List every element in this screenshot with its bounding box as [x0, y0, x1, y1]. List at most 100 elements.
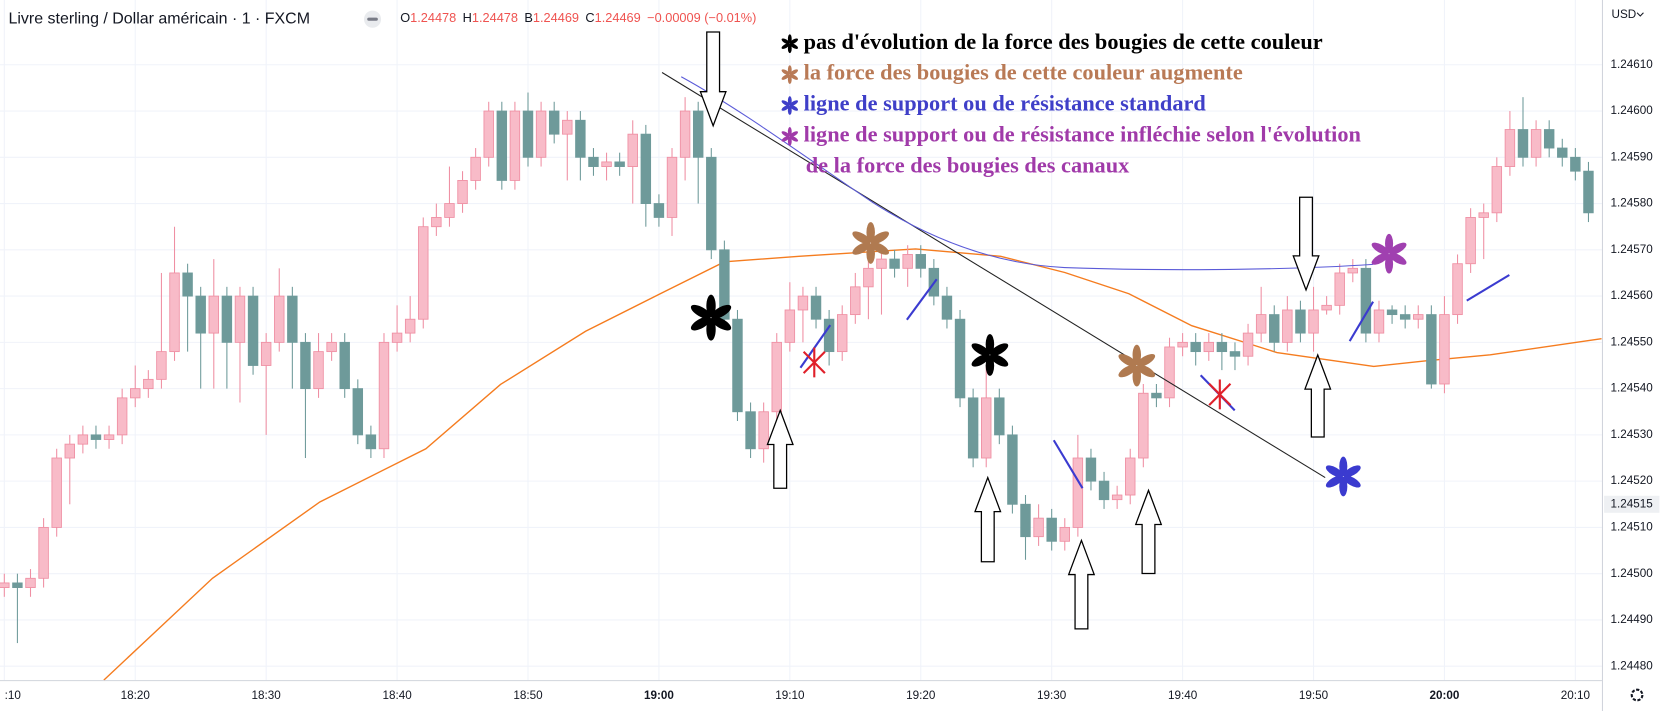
- candle-body: [1007, 434, 1018, 505]
- candle-body: [640, 133, 652, 204]
- candle-body: [1242, 332, 1254, 357]
- candle-body: [1517, 129, 1529, 158]
- candle-body: [1085, 457, 1097, 482]
- candle-body: [1347, 267, 1359, 274]
- candle-body: [1111, 494, 1123, 501]
- candle-body: [260, 341, 272, 366]
- legend-text: ligne de support ou de résistance infléc…: [804, 122, 1362, 147]
- arrow: [1292, 196, 1320, 292]
- y-tick-label: 1.24590: [1610, 150, 1653, 163]
- ohlc-key: H: [463, 11, 472, 26]
- candle-body: [1386, 309, 1398, 316]
- currency-caret: [1636, 12, 1644, 17]
- last-price-label: 1.24515: [1610, 497, 1653, 510]
- candle-body: [1125, 457, 1136, 496]
- legend-text: pas d'évolution de la force des bougies …: [804, 29, 1323, 54]
- candle-body: [1373, 309, 1385, 334]
- grid: [0, 0, 1602, 681]
- candle-body: [444, 203, 455, 218]
- candle-body: [627, 133, 638, 167]
- candle-body: [1020, 503, 1031, 538]
- candle-body: [850, 286, 861, 316]
- candle-body: [221, 295, 233, 343]
- candle-body: [274, 295, 285, 343]
- candle-body: [313, 351, 324, 390]
- candle-body: [1504, 129, 1516, 167]
- candle-body: [823, 318, 835, 353]
- candle-body: [1229, 351, 1241, 357]
- y-tick-label: 1.24520: [1610, 474, 1653, 487]
- x-tick-label: 19:30: [1037, 689, 1067, 702]
- candle-body: [967, 397, 979, 459]
- x-tick-label: 19:20: [906, 689, 936, 702]
- x-tick-label: 19:00: [644, 689, 674, 702]
- candle-body: [902, 254, 913, 269]
- candle-body: [745, 411, 756, 450]
- y-tick-label: 1.24510: [1610, 521, 1653, 534]
- candle-body: [1557, 147, 1568, 158]
- candle-body: [1570, 156, 1581, 172]
- ohlc-key: B: [524, 11, 533, 26]
- arrows: [699, 31, 1332, 630]
- candle-body: [771, 341, 782, 413]
- candle-body: [1098, 480, 1110, 501]
- candle-body: [1360, 267, 1372, 334]
- candle-body: [1216, 341, 1228, 353]
- candle-body: [1413, 314, 1424, 320]
- ohlc-value: 1.24478: [410, 11, 456, 26]
- red-crosses: [802, 347, 1232, 410]
- candle-body: [12, 582, 23, 588]
- x-tick-label: 18:30: [252, 689, 282, 702]
- candle-body: [1269, 314, 1280, 343]
- candle-body: [1203, 341, 1215, 353]
- candle-body: [994, 397, 1005, 436]
- candle-body: [431, 217, 442, 228]
- y-tick-label: 1.24570: [1610, 243, 1653, 256]
- candle-body: [182, 272, 193, 297]
- candle-body: [575, 119, 586, 158]
- candle-body: [562, 119, 573, 135]
- candle-body: [195, 295, 206, 334]
- candle-body: [130, 388, 141, 399]
- candle-body: [1530, 129, 1542, 158]
- moving-average: [103, 248, 1602, 681]
- settings-icon[interactable]: [1630, 688, 1644, 702]
- candle-body: [1295, 309, 1306, 334]
- candle-body: [1465, 217, 1476, 265]
- currency[interactable]: USD: [1612, 8, 1637, 21]
- x-tick-label: :10: [5, 689, 22, 702]
- candle-body: [954, 318, 966, 399]
- y-tick-label: 1.24550: [1610, 335, 1653, 348]
- x-tick-label: 19:10: [775, 689, 805, 702]
- ohlc-value: 1.24469: [595, 11, 641, 26]
- candle-body: [889, 258, 900, 269]
- arrow: [699, 31, 727, 128]
- y-tick-label: 1.24600: [1610, 104, 1653, 117]
- legend-text: ligne de support ou de résistance standa…: [804, 91, 1207, 116]
- legend-text: la force des bougies de cette couleur au…: [804, 60, 1243, 85]
- y-tick-label: 1.24610: [1610, 58, 1653, 71]
- ohlc-key: O: [400, 11, 410, 26]
- ohlc-value: 1.24469: [533, 11, 579, 26]
- annotation-legend: pas d'évolution de la force des bougies …: [780, 29, 1362, 177]
- candle-body: [915, 254, 926, 269]
- y-tick-label: 1.24480: [1610, 659, 1653, 672]
- y-tick-label: 1.24500: [1610, 567, 1653, 580]
- candle-body: [509, 110, 521, 181]
- candle-body: [1439, 314, 1450, 385]
- candle-body: [287, 295, 298, 343]
- candle-body: [0, 582, 10, 588]
- x-tick-label: 19:50: [1299, 689, 1329, 702]
- y-tick-label: 1.24580: [1610, 197, 1653, 210]
- drawings: [661, 72, 1510, 497]
- arrow: [974, 475, 1002, 563]
- candle-body: [470, 156, 481, 181]
- arrow: [1304, 353, 1332, 438]
- candle-body: [863, 267, 874, 288]
- axes: 1.24610 1.24600 1.24590 1.24580 1.24570 1.245…: [5, 58, 1660, 702]
- candle-body: [706, 156, 717, 251]
- ohlc-key: C: [585, 11, 594, 26]
- ohlc-values: O1.24478 H1.24478 B1.24469 C1.24469 −0.00009…: [400, 11, 756, 26]
